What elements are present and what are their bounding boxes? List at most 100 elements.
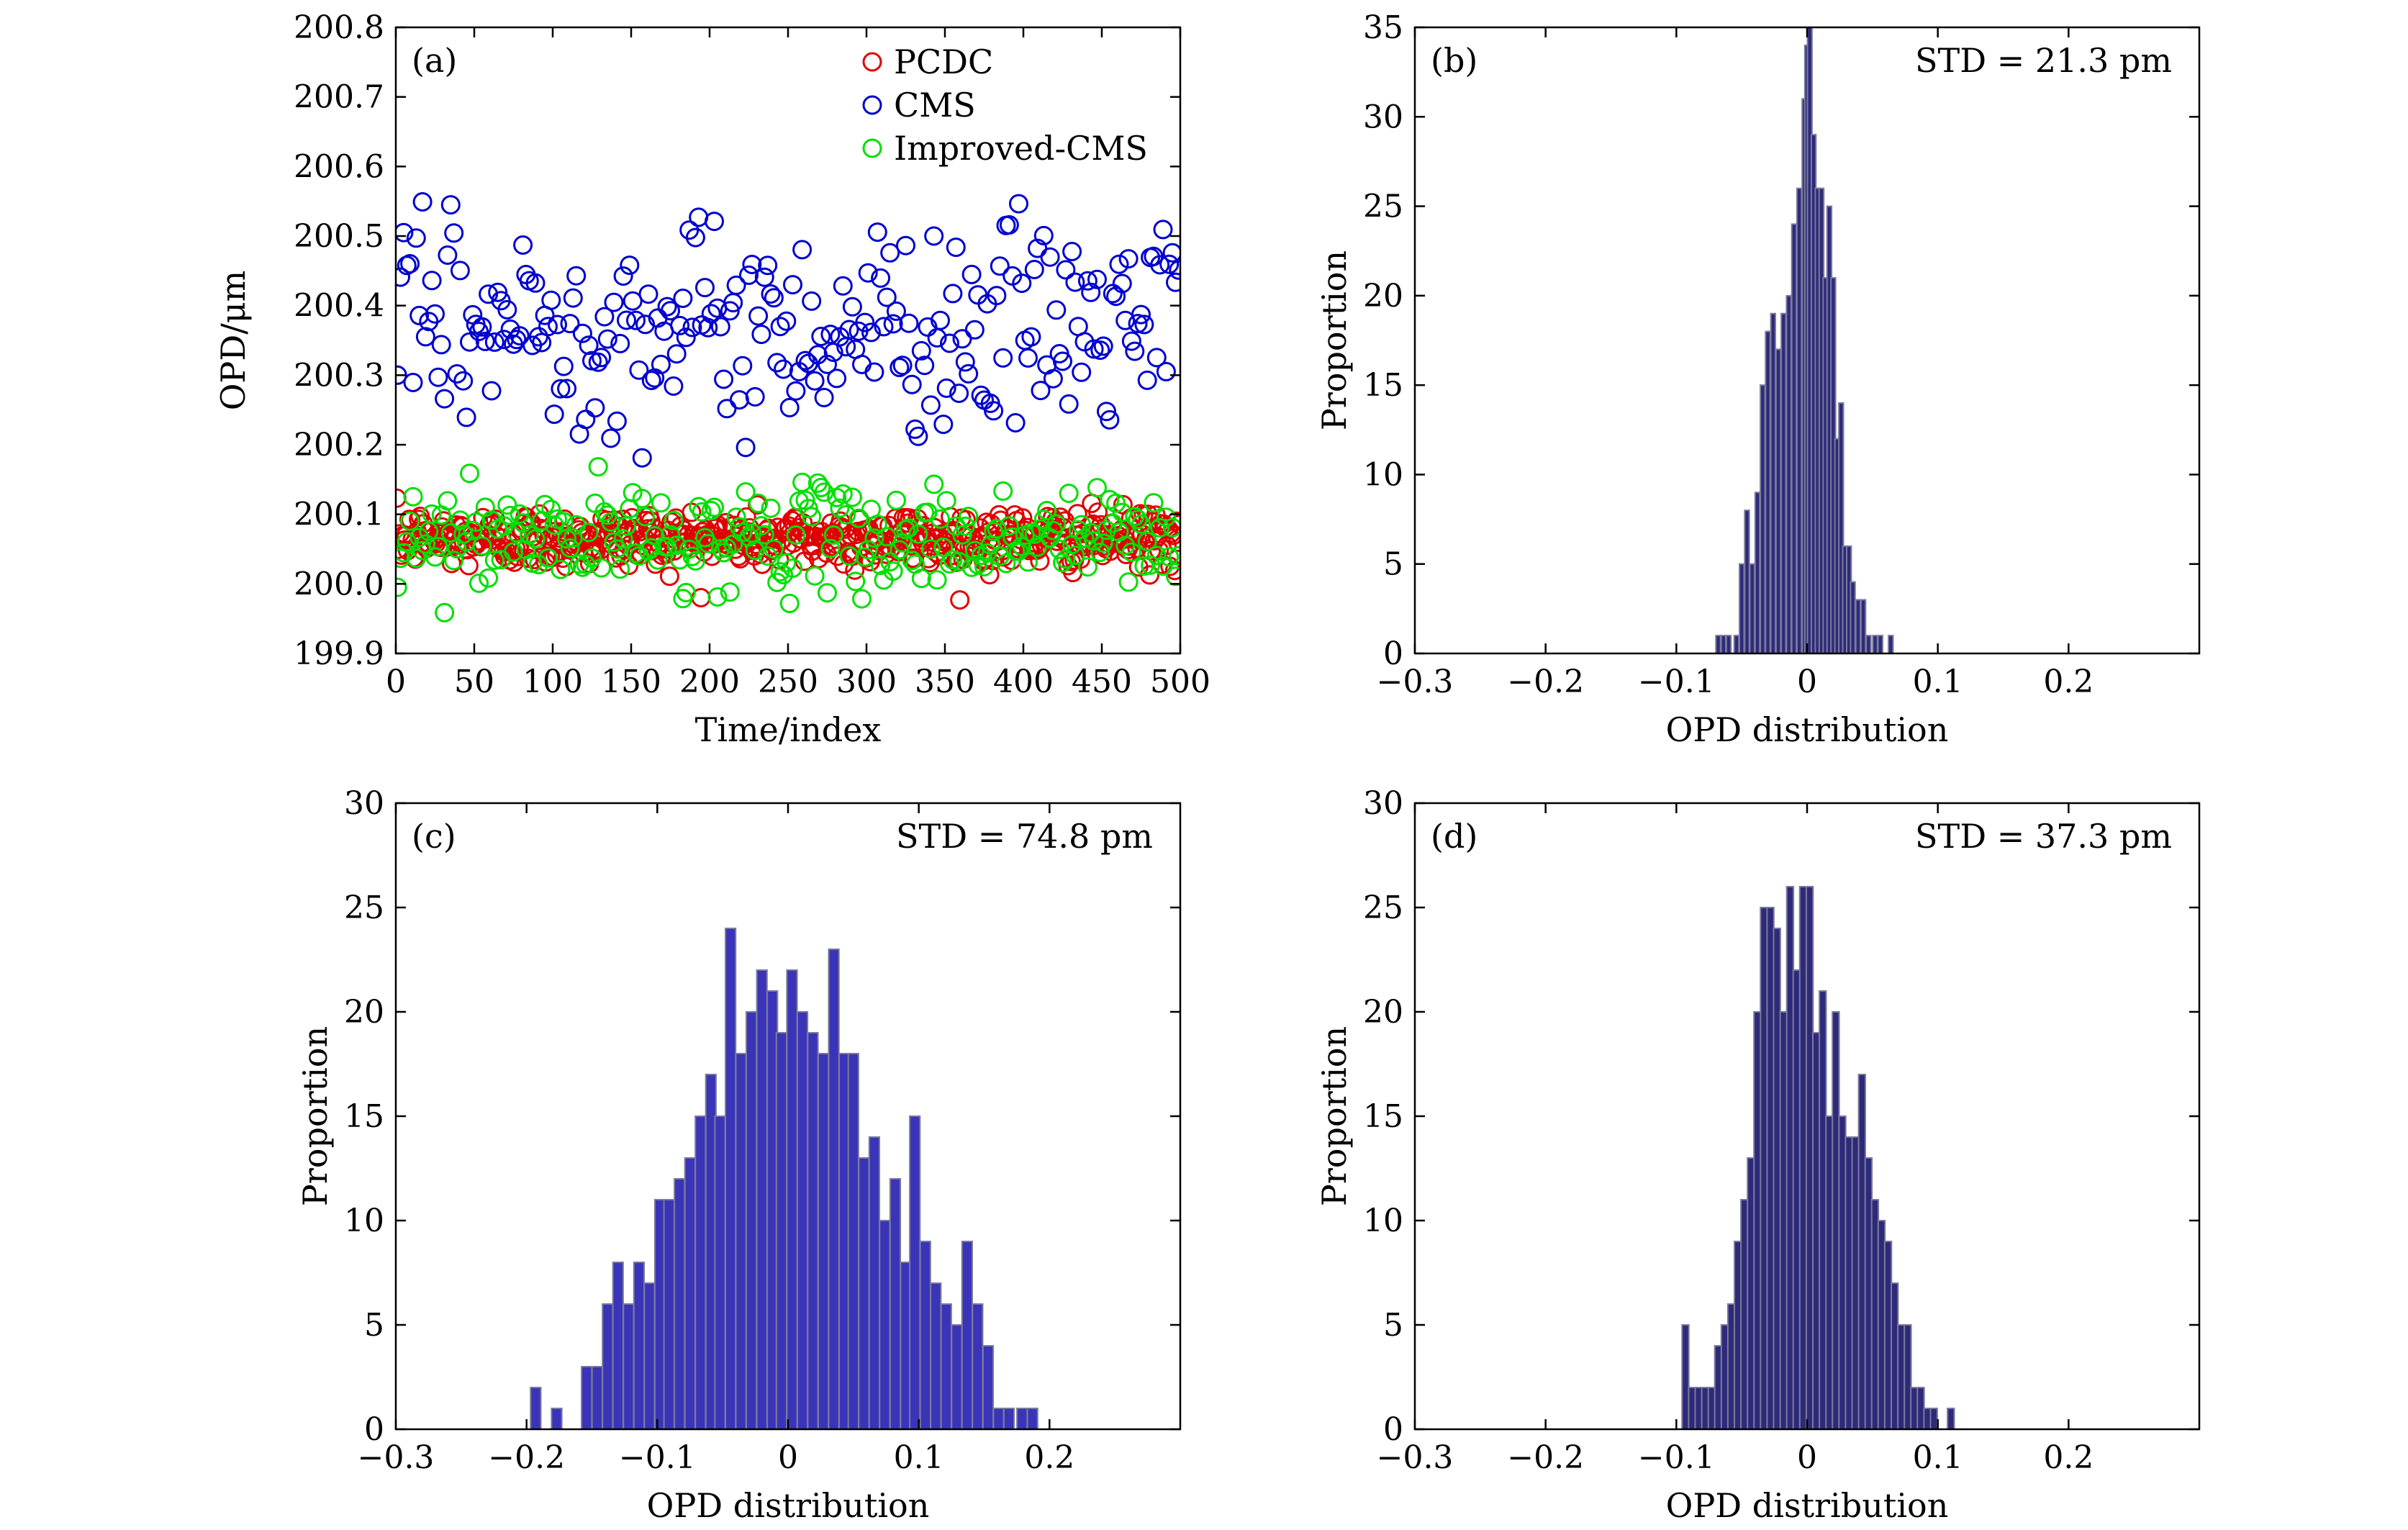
data-point [848, 508, 869, 528]
data-point [1077, 271, 1097, 291]
y-tick-label: 30 [1363, 99, 1403, 135]
histogram-bar [1870, 1199, 1880, 1429]
data-point [908, 524, 928, 544]
data-point [830, 498, 850, 518]
histogram-bar [919, 1241, 931, 1429]
data-point [1077, 557, 1097, 577]
data-point [1018, 552, 1038, 572]
data-point [846, 571, 866, 592]
histogram-bar [1760, 384, 1766, 653]
data-point [610, 559, 630, 579]
panel-label: (c) [412, 817, 456, 856]
data-point [651, 354, 671, 374]
data-point [1121, 542, 1141, 562]
histogram-bar [581, 1366, 593, 1429]
data-point [714, 369, 734, 389]
data-point [597, 329, 617, 349]
data-point [823, 525, 843, 545]
histogram-bar [961, 1241, 974, 1429]
histogram-bar [1770, 312, 1777, 653]
data-point [438, 491, 458, 511]
data-point [933, 415, 954, 435]
x-tick-label: 300 [836, 664, 897, 700]
data-point [659, 566, 679, 587]
histogram-bar [1688, 1387, 1696, 1429]
data-point [594, 502, 615, 522]
data-point [924, 226, 944, 246]
data-point [735, 482, 756, 502]
histogram-bar [972, 1303, 984, 1429]
data-point [946, 237, 966, 258]
data-point [592, 558, 612, 578]
data-point [792, 240, 813, 260]
data-point [955, 352, 975, 372]
data-point [993, 348, 1013, 368]
histogram-bar [1744, 510, 1750, 653]
data-point [538, 317, 558, 337]
data-point [566, 266, 587, 286]
data-point [1156, 507, 1176, 528]
data-point [902, 551, 922, 571]
histogram-bar [1888, 635, 1894, 653]
data-point [692, 502, 712, 522]
data-point [931, 509, 950, 529]
histogram-bar [1720, 1324, 1729, 1429]
data-point [1040, 247, 1060, 267]
histogram-bar [982, 1345, 995, 1429]
data-point [952, 525, 972, 545]
data-point [820, 538, 841, 558]
data-point [431, 335, 451, 355]
data-point [1131, 304, 1151, 325]
data-point [1137, 531, 1157, 551]
data-point [814, 482, 834, 502]
x-tick-label: 150 [601, 664, 661, 700]
data-point [867, 515, 887, 535]
x-tick-label: 0 [1797, 1439, 1817, 1476]
data-point [1150, 517, 1170, 538]
histogram-bar [909, 1115, 921, 1429]
histogram-bar [1765, 330, 1771, 653]
data-point [422, 504, 442, 524]
data-point [695, 278, 715, 298]
data-point [802, 507, 822, 527]
data-point [415, 327, 435, 347]
data-point [770, 317, 790, 337]
data-point [1128, 314, 1148, 334]
y-tick-label: 10 [344, 1203, 384, 1239]
data-point [651, 493, 671, 513]
data-point [833, 484, 853, 504]
data-point [1144, 493, 1164, 513]
data-point [435, 389, 455, 409]
data-point [1087, 478, 1107, 498]
x-tick-label: 0.1 [894, 1439, 944, 1476]
panel-label: (d) [1431, 817, 1477, 856]
data-point [1059, 394, 1079, 414]
data-point [1112, 502, 1132, 522]
data-point [1156, 361, 1176, 381]
histogram-bar [775, 1032, 788, 1429]
histogram-bar [684, 1157, 696, 1429]
std-annotation: STD = 37.3 pm [1915, 817, 2172, 856]
data-point [1037, 501, 1057, 520]
histogram-bar [674, 1178, 686, 1429]
histogram-bar [992, 1408, 1005, 1429]
data-point [877, 287, 897, 307]
data-point [551, 379, 571, 399]
y-tick-label: 0 [364, 1411, 384, 1448]
data-point [858, 263, 878, 283]
data-point [899, 313, 919, 333]
data-point [952, 329, 972, 349]
data-point [911, 569, 931, 589]
y-tick-label: 20 [344, 994, 384, 1031]
data-point [560, 314, 580, 334]
data-point [685, 551, 705, 571]
data-point [955, 516, 975, 536]
x-tick-label: 0.2 [2043, 1439, 2094, 1476]
data-point [673, 289, 693, 308]
data-point [1162, 517, 1180, 538]
histogram-bar [1857, 1074, 1867, 1429]
histogram-bar [1891, 1282, 1899, 1429]
data-point [754, 525, 774, 545]
data-point [996, 553, 1016, 574]
legend-entry: Improved-CMS [894, 129, 1148, 168]
